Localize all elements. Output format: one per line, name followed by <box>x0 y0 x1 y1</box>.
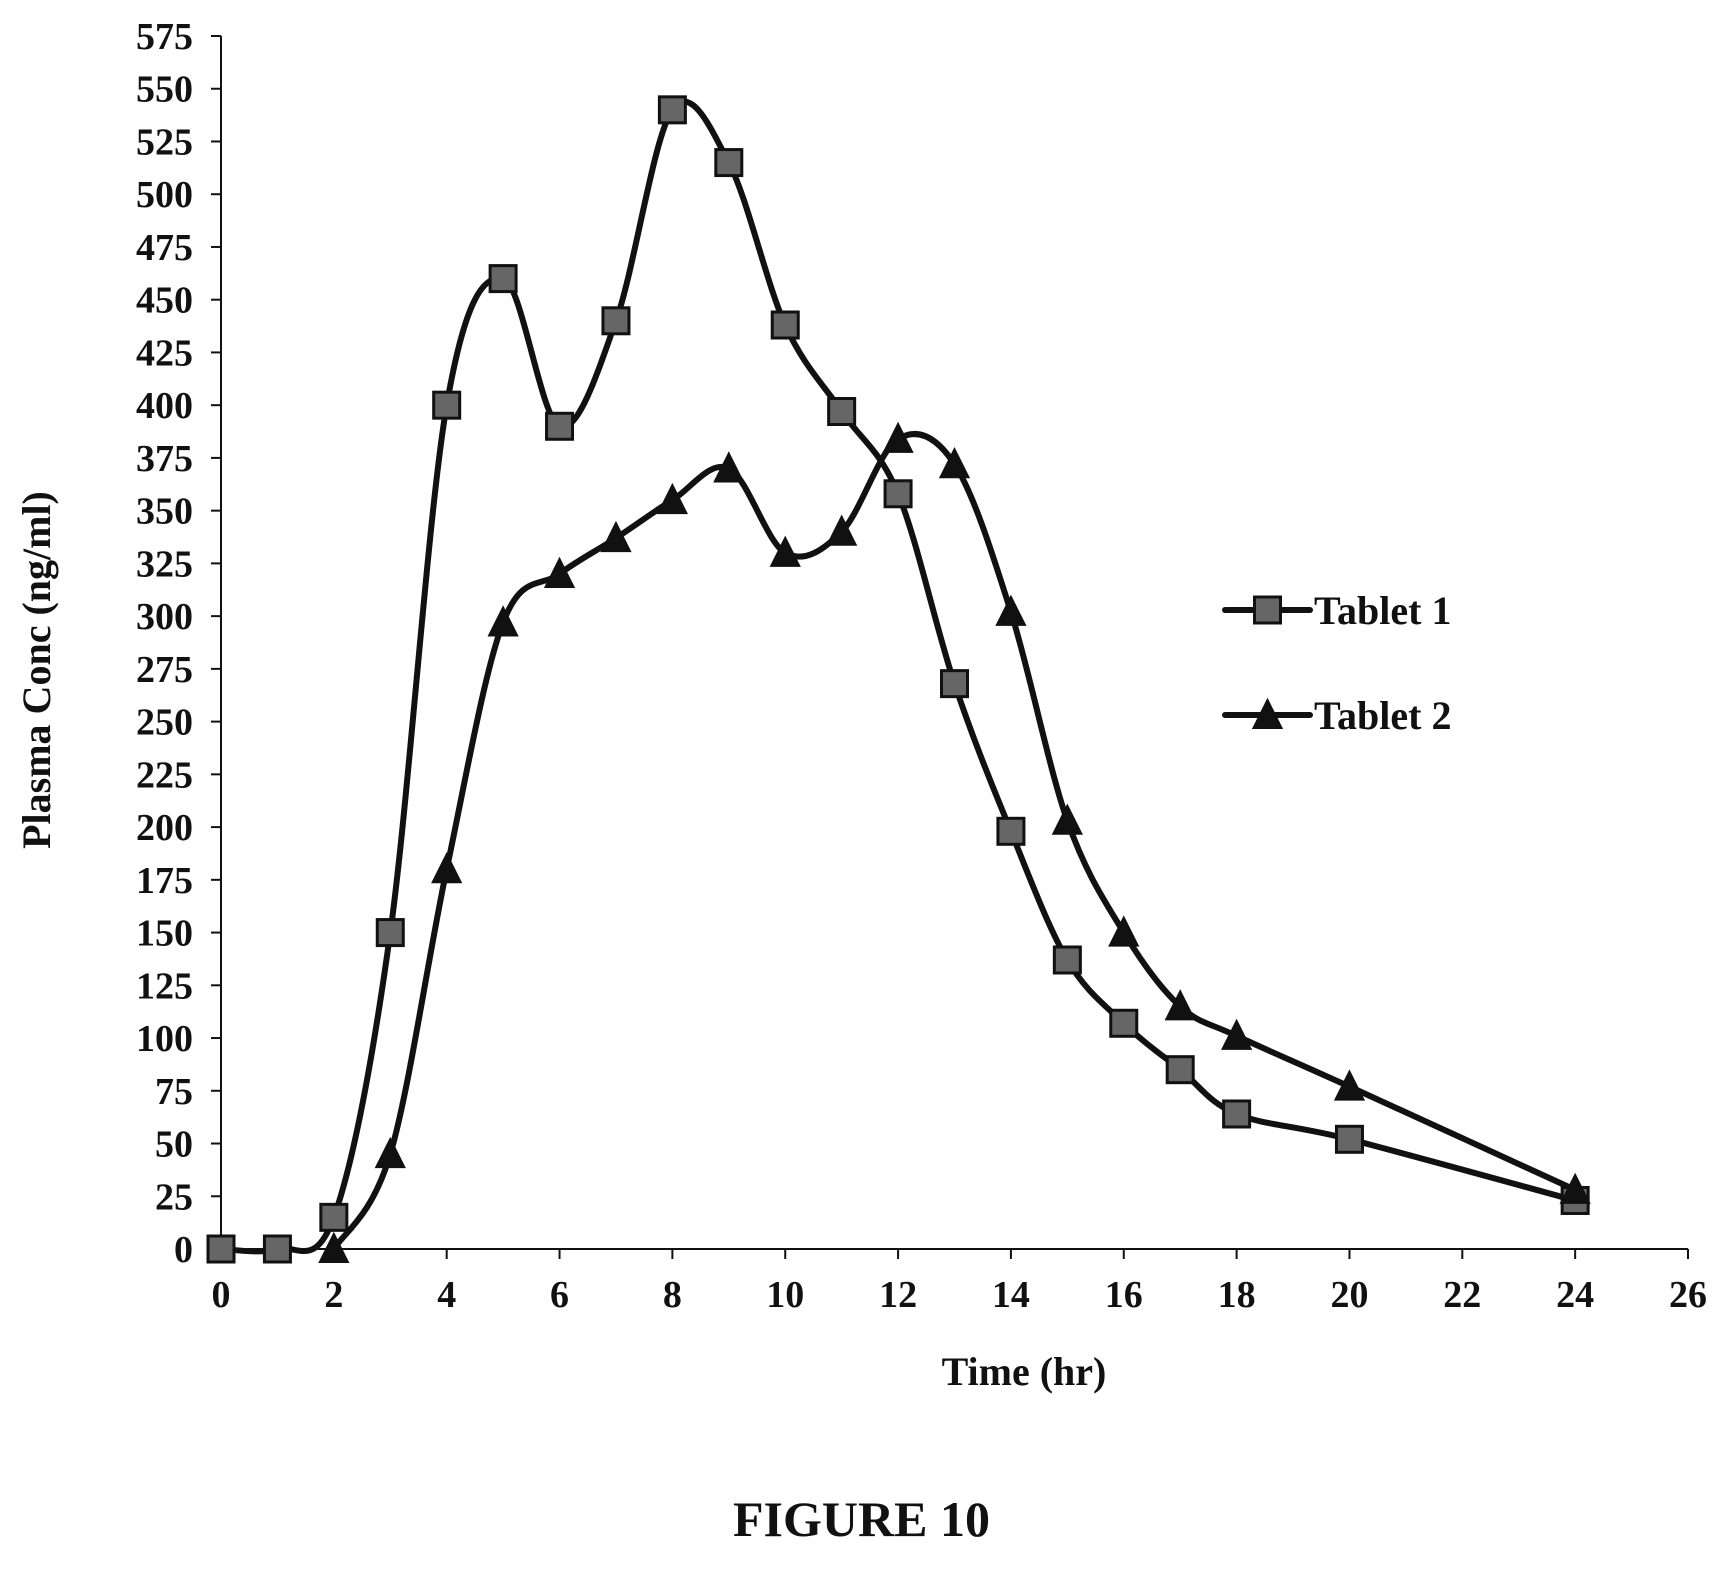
data-point <box>1109 1008 1139 1038</box>
y-tick-label: 25 <box>155 1176 193 1218</box>
figure-caption: FIGURE 10 <box>733 1491 990 1547</box>
data-point <box>1333 1069 1366 1101</box>
y-tick-label: 475 <box>136 227 193 269</box>
data-point <box>1220 1018 1253 1050</box>
data-point <box>713 451 745 483</box>
data-point <box>657 95 687 125</box>
y-tick-label: 550 <box>136 69 193 111</box>
y-tick-label: 325 <box>136 543 193 585</box>
data-point <box>996 816 1026 846</box>
series-line <box>218 98 1579 1255</box>
x-tick-label: 2 <box>324 1274 343 1316</box>
data-point <box>1165 1055 1195 1085</box>
y-tick-label: 250 <box>136 702 193 744</box>
legend-marker <box>1253 595 1282 625</box>
data-point <box>318 1231 350 1263</box>
y-tick-label: 300 <box>136 596 193 638</box>
data-point <box>1559 1172 1591 1204</box>
y-tick-label: 150 <box>136 913 193 955</box>
data-point <box>882 421 914 453</box>
x-tick-label: 18 <box>1218 1274 1256 1316</box>
y-tick-label: 275 <box>136 649 193 691</box>
y-tick-label: 200 <box>136 807 193 849</box>
y-tick-label: 400 <box>136 385 193 427</box>
data-point <box>883 479 913 509</box>
y-tick-label: 500 <box>136 174 193 216</box>
data-point <box>375 918 405 948</box>
data-point <box>940 669 969 699</box>
x-tick-label: 20 <box>1330 1274 1368 1316</box>
y-tick-label: 50 <box>155 1124 193 1166</box>
x-tick-label: 0 <box>212 1274 231 1316</box>
legend-item: Tablet 1 <box>1222 588 1451 633</box>
x-tick-label: 4 <box>437 1274 456 1316</box>
data-point <box>601 306 631 336</box>
x-tick-label: 6 <box>550 1274 569 1316</box>
x-tick-label: 10 <box>766 1274 804 1316</box>
legend: Tablet 1 Tablet 2 <box>1222 588 1451 738</box>
y-tick-label: 450 <box>136 280 193 322</box>
legend-label: Tablet 1 <box>1314 588 1451 633</box>
x-tick-label: 22 <box>1443 1274 1481 1316</box>
x-axis-title: Time (hr) <box>942 1349 1107 1394</box>
data-point <box>600 520 632 553</box>
data-point <box>545 411 575 441</box>
legend-label: Tablet 2 <box>1314 693 1451 738</box>
y-tick-label: 375 <box>136 438 193 480</box>
series-2 <box>318 421 1591 1263</box>
y-axis: 0 25 50 75 100 125 150 175 200 225 250 275 300 325 350… <box>136 16 222 1271</box>
y-tick-label: 350 <box>136 491 193 533</box>
data-point <box>769 535 801 567</box>
legend-marker <box>1251 697 1284 729</box>
data-point <box>1222 1099 1252 1129</box>
y-tick-label: 0 <box>174 1229 193 1271</box>
data-point <box>770 310 800 340</box>
series-line <box>330 431 1579 1252</box>
data-point <box>432 390 462 420</box>
x-tick-label: 16 <box>1105 1274 1143 1316</box>
x-tick-label: 12 <box>879 1274 917 1316</box>
data-point <box>431 852 463 884</box>
data-point <box>1051 803 1083 835</box>
data-point <box>487 605 519 637</box>
y-tick-label: 100 <box>136 1018 193 1060</box>
x-tick-label: 24 <box>1556 1274 1594 1316</box>
y-tick-label: 75 <box>155 1071 193 1113</box>
y-tick-label: 125 <box>136 965 193 1007</box>
y-tick-label: 525 <box>136 121 193 163</box>
series-1 <box>206 95 1590 1264</box>
data-point <box>488 264 518 294</box>
data-point <box>319 1202 349 1232</box>
data-point <box>827 397 857 427</box>
data-point <box>262 1234 292 1264</box>
data-point <box>1052 945 1082 975</box>
x-tick-label: 8 <box>663 1274 682 1316</box>
data-point <box>1334 1124 1364 1154</box>
data-point <box>714 148 744 178</box>
data-point <box>995 594 1027 626</box>
legend-item: Tablet 2 <box>1222 693 1451 738</box>
line-chart: 0255075100125150175200225250275300325350… <box>14 16 1707 1394</box>
x-tick-label: 26 <box>1669 1274 1707 1316</box>
data-point <box>826 514 858 546</box>
y-tick-label: 175 <box>136 860 193 902</box>
y-axis-title: Plasma Conc (ng/ml) <box>14 491 59 849</box>
y-tick-label: 225 <box>136 754 193 796</box>
data-point <box>206 1234 236 1264</box>
x-axis: 0 2 4 6 8 10 12 14 16 18 20 22 24 26 <box>212 1248 1707 1316</box>
data-point <box>374 1136 406 1169</box>
y-tick-label: 425 <box>136 332 193 374</box>
data-point <box>938 447 971 479</box>
y-tick-label: 575 <box>136 16 193 58</box>
data-point <box>1108 915 1140 947</box>
data-point <box>1164 989 1196 1021</box>
data-point <box>543 556 576 588</box>
x-tick-label: 14 <box>992 1274 1030 1316</box>
series-layer <box>206 95 1591 1264</box>
data-point <box>656 482 689 515</box>
